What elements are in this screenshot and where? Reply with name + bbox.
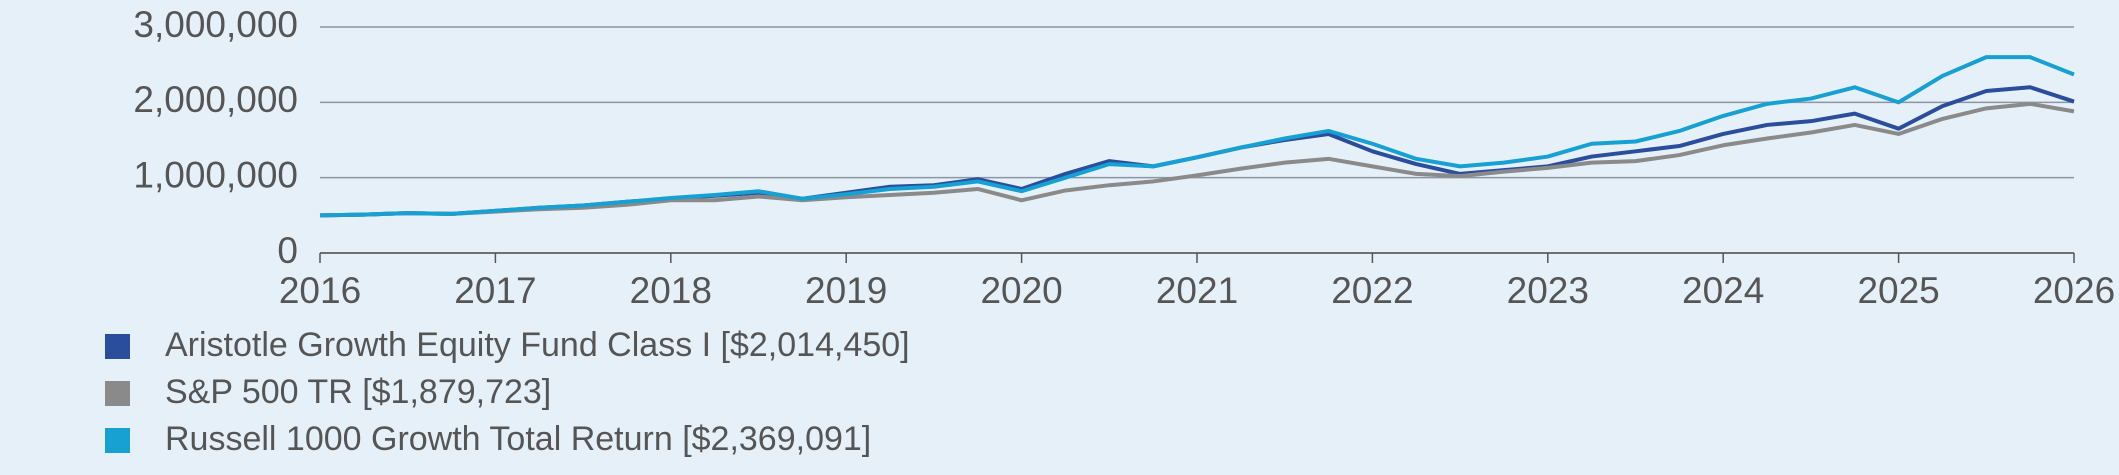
- x-tick-label: 2019: [805, 270, 887, 311]
- x-tick-label: 2021: [1156, 270, 1238, 311]
- legend-swatch: [105, 428, 130, 453]
- y-tick-label: 2,000,000: [133, 79, 298, 120]
- x-tick-label: 2025: [1857, 270, 1939, 311]
- x-tick-label: 2023: [1507, 270, 1589, 311]
- legend-label: Aristotle Growth Equity Fund Class I [$2…: [165, 326, 910, 364]
- legend-swatch: [105, 381, 130, 406]
- legend-label: S&P 500 TR [$1,879,723]: [165, 373, 551, 411]
- series-line: [319, 85, 2075, 218]
- y-tick-label: 1,000,000: [133, 154, 298, 195]
- series-line: [319, 101, 2075, 218]
- x-tick-label: 2017: [454, 270, 536, 311]
- y-tick-label: 3,000,000: [133, 4, 298, 45]
- legend-label: Russell 1000 Growth Total Return [$2,369…: [165, 420, 871, 458]
- y-tick-label: 0: [277, 230, 298, 271]
- x-tick-label: 2016: [279, 270, 361, 311]
- x-tick-label: 2024: [1682, 270, 1764, 311]
- x-tick-label: 2022: [1331, 270, 1413, 311]
- x-tick-label: 2026: [2033, 270, 2115, 311]
- x-tick-label: 2020: [980, 270, 1062, 311]
- series-line: [319, 55, 2075, 218]
- legend-swatch: [105, 334, 130, 359]
- x-tick-label: 2018: [630, 270, 712, 311]
